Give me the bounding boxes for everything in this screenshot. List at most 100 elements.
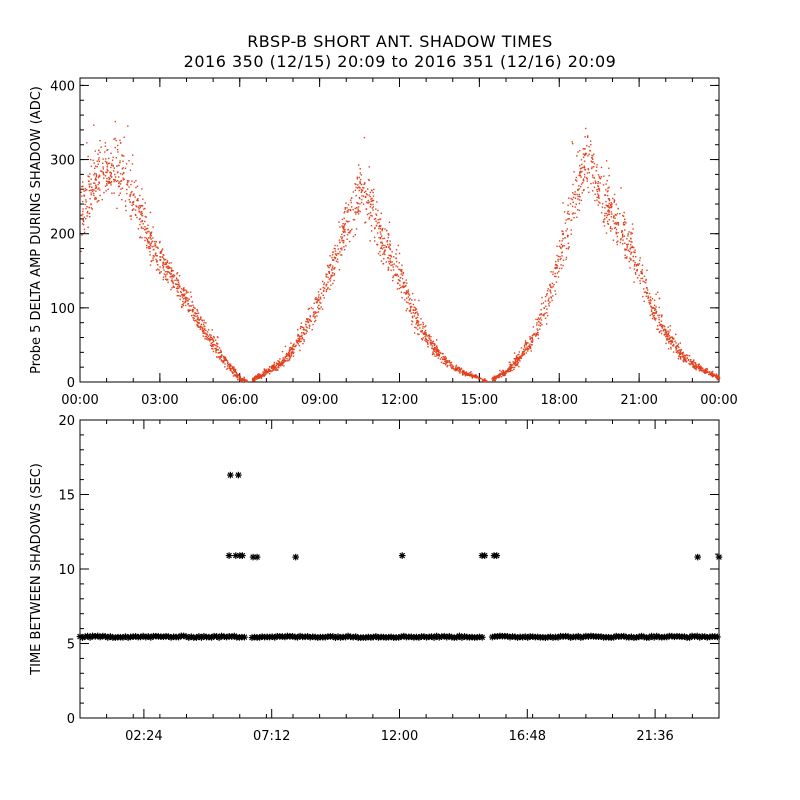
probe5-data-point [579, 171, 581, 174]
probe5-data-point [126, 180, 129, 182]
probe5-data-point [562, 233, 564, 236]
probe5-data-point [520, 357, 523, 359]
probe5-data-point [219, 357, 221, 359]
probe5-data-point [562, 259, 565, 261]
probe5-data-point [651, 307, 653, 309]
probe5-data-point [131, 202, 134, 204]
probe5-data-point [288, 349, 291, 351]
probe5-data-point [83, 190, 85, 192]
probe5-data-point [604, 194, 606, 196]
baseline-star-stroke [408, 633, 415, 640]
probe5-data-point [343, 227, 345, 229]
probe5-data-point [370, 230, 373, 232]
probe5-data-point [89, 158, 92, 161]
probe5-data-point [325, 276, 328, 278]
probe5-data-point [263, 371, 266, 374]
probe5-data-point [284, 359, 286, 361]
baseline-star-stroke [84, 633, 91, 639]
probe5-data-point [635, 264, 638, 266]
probe5-data-point [161, 248, 164, 250]
probe5-data-point [87, 210, 89, 213]
probe5-data-point [679, 357, 682, 359]
probe5-data-point [289, 350, 291, 352]
probe5-data-point [205, 333, 207, 335]
probe5-data-point [170, 267, 173, 269]
probe5-data-point [154, 252, 157, 255]
probe5-data-point [529, 343, 531, 345]
probe5-data-point [545, 294, 548, 296]
probe5-data-point [689, 363, 691, 366]
probe5-data-point [665, 332, 667, 334]
probe5-data-point [579, 170, 582, 172]
probe5-data-point [82, 213, 84, 215]
probe5-data-point [449, 364, 451, 366]
probe5-data-point [234, 368, 236, 370]
probe5-data-point [621, 234, 624, 237]
probe5-data-point [398, 287, 400, 290]
probe5-data-point [341, 218, 344, 221]
probe5-data-point [292, 352, 295, 355]
probe5-data-point [334, 250, 337, 252]
probe5-data-point [335, 253, 337, 255]
probe5-data-point [301, 326, 304, 328]
probe5-data-point [712, 375, 714, 377]
probe5-data-point [281, 363, 284, 366]
probe5-data-point [608, 210, 610, 212]
probe5-data-point [86, 206, 88, 208]
probe5-data-point [574, 191, 576, 193]
probe5-data-point [567, 204, 569, 206]
probe5-data-point [390, 269, 392, 271]
panel2-x-tick-label: 12:00 [381, 729, 418, 744]
probe5-data-point [604, 207, 606, 209]
probe5-data-point [303, 327, 305, 329]
probe5-data-point [325, 273, 327, 275]
probe5-data-point [82, 181, 84, 183]
probe5-data-point [494, 379, 496, 382]
probe5-data-point [476, 377, 478, 379]
probe5-data-point [684, 360, 686, 362]
probe5-data-point [401, 264, 403, 266]
probe5-data-point [188, 310, 190, 312]
probe5-data-point [97, 188, 99, 190]
probe5-data-point [433, 353, 435, 355]
probe5-data-point [121, 173, 124, 176]
probe5-data-point [192, 304, 194, 306]
probe5-data-point [396, 282, 399, 285]
probe5-data-point [95, 190, 97, 192]
probe5-data-point [380, 241, 382, 244]
probe5-data-point [616, 243, 618, 246]
probe5-data-point [81, 234, 83, 236]
probe5-data-point [155, 241, 157, 243]
probe5-data-point [474, 376, 477, 379]
probe5-data-point [257, 373, 259, 376]
probe5-data-point [117, 180, 119, 182]
probe5-data-point [182, 293, 184, 295]
probe5-data-point [356, 201, 358, 204]
probe5-data-point [514, 361, 516, 363]
probe5-data-point [544, 312, 546, 314]
probe5-data-point [130, 192, 132, 194]
probe5-data-point [558, 270, 560, 273]
probe5-data-point [562, 232, 564, 235]
probe5-data-point [363, 191, 366, 193]
probe5-data-point [95, 176, 98, 178]
panel1-x-tick-label: 06:00 [221, 393, 258, 408]
probe5-data-point [387, 233, 389, 235]
probe5-data-point [340, 236, 342, 238]
probe5-data-point [573, 171, 575, 173]
probe5-data-point [98, 175, 100, 177]
probe5-data-point [388, 245, 390, 248]
probe5-data-point [123, 136, 125, 138]
probe5-data-point [416, 316, 419, 319]
probe5-data-point [514, 362, 517, 364]
probe5-data-point [411, 317, 414, 319]
probe5-data-point [384, 253, 386, 256]
probe5-data-point [303, 333, 305, 335]
probe5-data-point [417, 333, 419, 335]
baseline-star-stroke [388, 634, 394, 640]
probe5-data-point [624, 221, 626, 223]
probe5-data-point [104, 185, 107, 187]
baseline-star-stroke [446, 633, 453, 640]
probe5-data-point [400, 273, 402, 275]
probe5-data-point [664, 333, 666, 335]
